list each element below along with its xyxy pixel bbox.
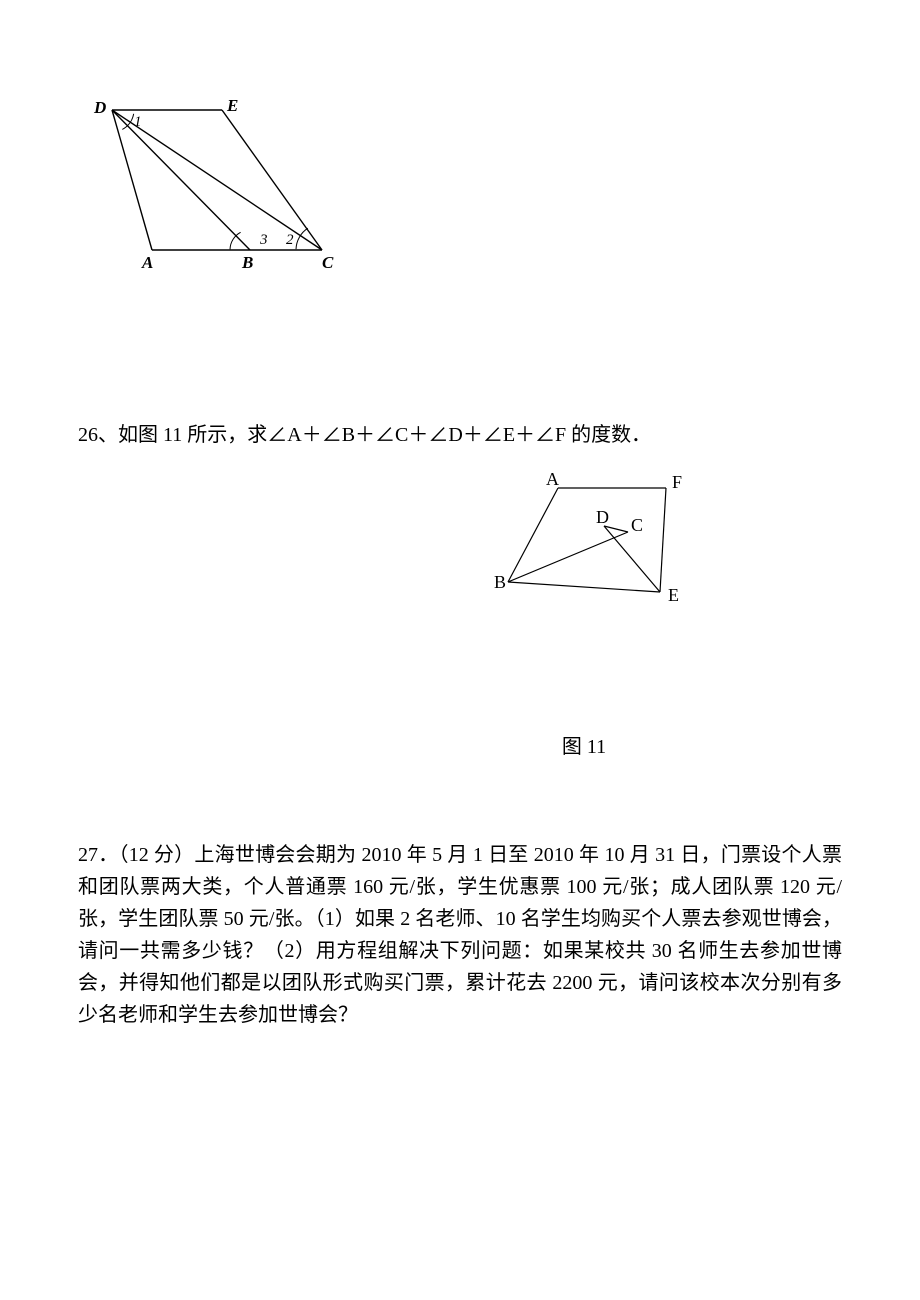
svg-text:E: E	[226, 96, 238, 115]
svg-text:E: E	[668, 585, 679, 605]
figure-2-caption: 图 11	[484, 730, 684, 759]
svg-text:1: 1	[134, 114, 142, 130]
figure-1-svg: 1 3 2 D E A B C	[82, 80, 342, 280]
svg-text:3: 3	[259, 232, 268, 248]
svg-text:2: 2	[286, 232, 294, 248]
svg-text:A: A	[141, 253, 153, 272]
svg-text:A: A	[546, 470, 559, 489]
svg-text:B: B	[241, 253, 253, 272]
question-27-text: 27．（12 分）上海世博会会期为 2010 年 5 月 1 日至 2010 年…	[78, 839, 842, 1031]
question-26-text: 26、如图 11 所示，求∠A＋∠B＋∠C＋∠D＋∠E＋∠F 的度数．	[78, 420, 842, 450]
figure-2: A F B C D E	[488, 470, 842, 640]
figure-1: 1 3 2 D E A B C	[82, 80, 842, 280]
svg-text:D: D	[93, 98, 106, 117]
svg-text:B: B	[494, 572, 506, 592]
svg-text:C: C	[322, 253, 334, 272]
svg-text:D: D	[596, 507, 609, 527]
svg-text:C: C	[631, 515, 643, 535]
figure-2-svg: A F B C D E	[488, 470, 698, 640]
svg-text:F: F	[672, 472, 682, 492]
